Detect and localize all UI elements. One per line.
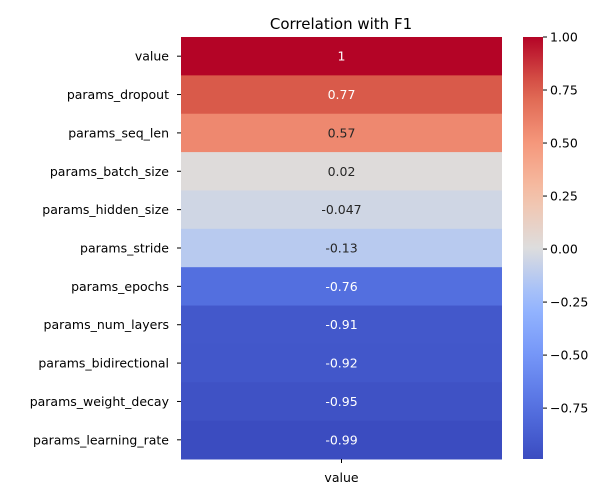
heatmap-cell — [181, 305, 502, 345]
heatmap-cell — [181, 190, 502, 230]
colorbar-gradient — [523, 37, 543, 459]
heatmap-cell — [181, 113, 502, 153]
colorbar-tick-label: 0.50 — [550, 136, 578, 151]
heatmap-cell — [181, 343, 502, 383]
heatmap-cell — [181, 382, 502, 422]
colorbar-tick-label: −0.75 — [550, 401, 588, 416]
cell-value-label: -0.91 — [325, 317, 357, 332]
colorbar-tick-label: 0.00 — [550, 242, 578, 257]
colorbar-tick-label: 0.25 — [550, 189, 578, 204]
colorbar-tick-label: −0.25 — [550, 295, 588, 310]
y-tick-label: params_num_layers — [44, 317, 169, 332]
x-tick-label: value — [324, 470, 358, 485]
heatmap-cell — [181, 37, 502, 76]
heatmap-cell — [181, 267, 502, 307]
heatmap-cells: 1 0.77 0.57 0.02 -0.047 -0.13 -0.76 -0.91 -0.92 -… — [181, 37, 502, 460]
colorbar-tick-label: −0.50 — [550, 348, 588, 363]
cell-value-label: 0.02 — [328, 164, 356, 179]
chart-title: Correlation with F1 — [270, 15, 412, 33]
colorbar-ticks: 1.00 0.75 0.50 0.25 0.00 −0.25 −0.50 −0.75 — [543, 30, 588, 416]
x-axis-labels: value — [324, 459, 359, 485]
colorbar-tick-label: 0.75 — [550, 83, 578, 98]
cell-value-label: -0.76 — [325, 279, 357, 294]
y-tick-label: params_weight_decay — [30, 394, 170, 409]
y-axis-labels: value params_dropout params_seq_len params_… — [30, 49, 181, 447]
heatmap-cell — [181, 228, 502, 268]
y-tick-label: params_hidden_size — [42, 202, 169, 217]
heatmap-cell — [181, 75, 502, 115]
y-tick-label: params_stride — [80, 241, 169, 256]
cell-value-label: -0.99 — [325, 432, 357, 447]
y-tick-label: params_epochs — [71, 279, 169, 294]
y-tick-label: value — [135, 49, 169, 64]
heatmap-cell — [181, 152, 502, 191]
y-tick-label: params_seq_len — [68, 125, 169, 140]
heatmap-cell — [181, 420, 502, 460]
cell-value-label: 1 — [338, 49, 346, 64]
y-tick-label: params_learning_rate — [33, 432, 169, 447]
y-tick-label: params_bidirectional — [38, 356, 169, 371]
y-tick-label: params_dropout — [67, 87, 169, 102]
cell-value-label: -0.95 — [325, 394, 357, 409]
cell-value-label: -0.13 — [325, 241, 357, 256]
colorbar-tick-label: 1.00 — [550, 30, 578, 45]
cell-value-label: -0.047 — [321, 202, 361, 217]
y-tick-label: params_batch_size — [50, 164, 169, 179]
cell-value-label: 0.77 — [328, 87, 356, 102]
colorbar: 1.00 0.75 0.50 0.25 0.00 −0.25 −0.50 −0.75 — [523, 30, 588, 459]
cell-value-label: 0.57 — [328, 125, 356, 140]
cell-value-label: -0.92 — [325, 356, 357, 371]
